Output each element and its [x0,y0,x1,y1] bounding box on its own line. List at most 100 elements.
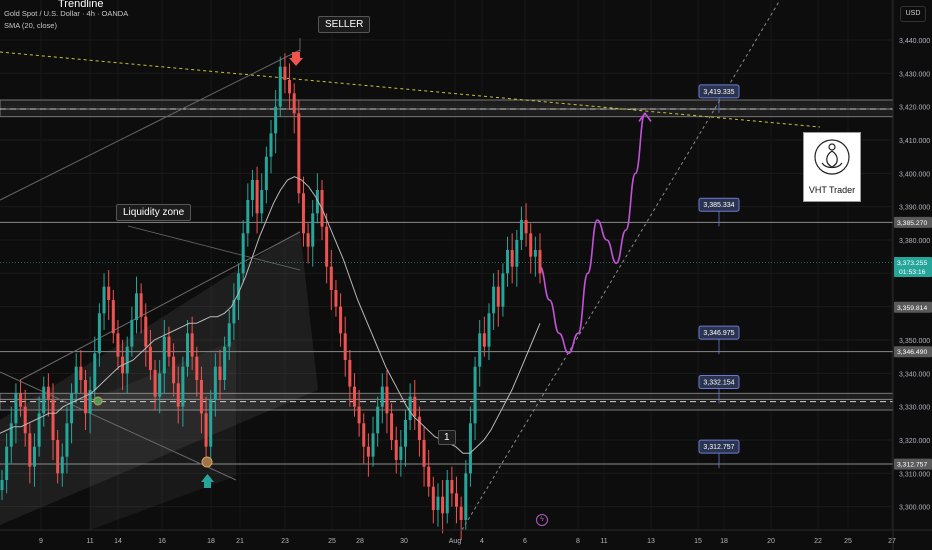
candle-body [172,356,176,384]
candle-body [195,356,199,380]
x-tick-label: 8 [576,538,580,545]
candle-body [431,486,435,510]
candle-body [408,396,412,420]
channel-lower [0,371,237,481]
x-tick-label: 4 [480,538,484,545]
price-label: 3,346.490 [897,349,927,356]
price-label: 3,312.757 [897,462,927,469]
candle-body [339,306,343,334]
y-tick-label: 3,430.000 [899,71,930,78]
candle-body [501,273,505,307]
candle-body [533,250,537,257]
logo-text: VHT Trader [808,185,856,195]
candle-body [519,220,523,240]
candle-body [450,480,454,494]
projection-path [539,111,652,355]
candle-body [496,286,500,307]
indicator-legend[interactable]: SMA (20, close) [4,21,57,30]
candle-body [348,360,352,387]
level-tag-text: 3,385.334 [703,202,734,209]
touch-point [93,396,103,406]
level-tags: 3,419.335 3,385.334 3,346.975 3,332.154 3,31… [698,84,740,469]
horizontal-levels [0,108,893,465]
price-label: 3,385.270 [897,220,927,227]
level-tag-text: 3,312.757 [703,444,734,451]
candle-body [51,400,55,440]
candle-body [366,446,370,457]
x-tick-label: 18 [720,538,728,545]
candle-body [371,433,375,457]
trendlines [0,0,821,531]
liquidity-block [90,340,236,530]
candle-body [204,413,208,447]
candle-body [223,346,227,380]
candle-body [529,233,533,257]
price-label-bg [894,346,932,358]
candle-body [93,353,97,390]
candle-body [107,286,111,300]
x-tick-label: 21 [236,538,244,545]
candle-body [403,420,408,447]
x-tick-label: 25 [844,538,852,545]
candle-body [473,366,477,424]
x-tick-label: 18 [207,538,215,545]
projection-arrow-head [638,111,652,122]
candle-body [445,480,449,514]
x-tick-label: 11 [600,538,607,545]
candle-body [329,266,333,290]
candle-body [167,336,171,357]
candle-body [60,456,64,474]
price-label-bg [894,256,932,277]
candle-body [79,366,83,380]
candle-body [413,396,417,417]
x-tick-label: 13 [647,538,655,545]
candle-body [134,293,139,320]
x-tick-label: 14 [114,538,122,545]
projection-curve [539,112,646,355]
candle-body [301,193,305,234]
candle-body [153,370,157,397]
candle-body [417,416,421,440]
candle-body [190,333,194,357]
candle-body [227,323,231,347]
x-tick-label: 6 [523,538,527,545]
currency-selector[interactable]: USD [900,6,926,22]
candle-body [459,506,463,520]
sell-arrow-icon [289,52,303,66]
candle-body [42,386,46,414]
candle-body [65,423,69,457]
candle-body [325,226,329,267]
candle-body [88,390,92,414]
wave-one-label: 1 [438,430,456,445]
candle-body [237,273,241,300]
markers [93,38,303,488]
y-tick-label: 3,380.000 [899,238,930,245]
candle-body [274,106,278,134]
x-tick-label: 20 [767,538,775,545]
candle-body [357,406,361,424]
price-label: 3,359.814 [897,305,927,312]
candle-body [394,440,398,460]
y-tick-label: 3,330.000 [899,405,930,412]
symbol-info[interactable]: Gold Spot / U.S. Dollar · 4h · OANDA [4,9,129,18]
candle-body [399,446,403,460]
seller-callout: SELLER [318,16,371,33]
level-tag-text: 3,419.335 [703,89,734,96]
candle-body [385,386,389,414]
buy-arrow-icon [201,474,214,488]
candle-body [37,413,41,447]
price-label-bg [894,458,932,470]
candle-body [255,180,259,214]
lightning-icon[interactable]: ϟ [536,514,548,526]
candle-body [315,190,319,214]
y-tick-label: 3,300.000 [899,505,930,512]
liquidity-zone-callout: Liquidity zone [116,204,192,221]
candle-body [482,333,486,347]
candle-body [288,80,292,94]
x-tick-label: 11 [86,538,93,545]
candle-body [515,240,519,267]
zones [0,99,894,530]
candle-body [422,440,426,467]
candle-body [130,320,134,347]
